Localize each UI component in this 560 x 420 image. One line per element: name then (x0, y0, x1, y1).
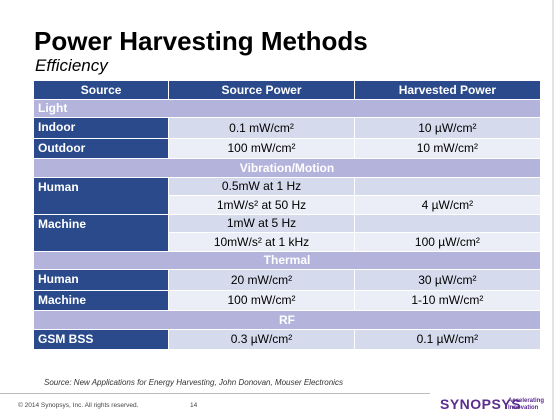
source-power: 0.3 µW/cm² (168, 328, 355, 350)
section-label: Thermal (33, 250, 541, 270)
source-cell: Indoor (32, 117, 170, 139)
source-power: 1mW at 5 Hz (168, 213, 355, 233)
source-cell: Human (32, 269, 170, 291)
column-header: Harvested Power (353, 80, 542, 100)
page-number: 14 (190, 402, 198, 409)
source-power: 0.1 mW/cm² (168, 117, 355, 139)
data-row: Indoor 0.1 mW/cm² 10 µW/cm² (32, 117, 542, 139)
section-row: Thermal (33, 250, 541, 270)
column-header: Source Power (168, 80, 355, 100)
source-cell: Human (32, 176, 170, 215)
source-power: 10mW/s² at 1 kHz (168, 232, 355, 252)
logo: SYNOPSYS (440, 396, 522, 412)
harvested-power: 100 µW/cm² (353, 232, 542, 252)
harvested-power: 4 µW/cm² (353, 195, 542, 215)
column-header: Source (32, 80, 170, 100)
table: Source Source Power Harvested Power Light In… (32, 80, 542, 350)
section-row: RF (33, 310, 541, 330)
source-power: 100 mW/cm² (168, 289, 355, 311)
harvested-power (353, 213, 542, 233)
source-power: 0.5mW at 1 Hz (168, 176, 355, 196)
harvested-power: 0.1 µW/cm² (353, 328, 542, 350)
section-row: Light (33, 98, 541, 118)
data-row: Outdoor 100 mW/cm² 10 mW/cm² (32, 137, 542, 159)
section-row: Vibration/Motion (33, 158, 541, 178)
source-cell: Machine (32, 213, 170, 252)
section-label: Light (33, 98, 541, 118)
tagline-line: Innovation (508, 405, 539, 411)
source-power: 20 mW/cm² (168, 269, 355, 291)
harvested-power: 10 mW/cm² (353, 137, 542, 159)
harvested-power: 30 µW/cm² (353, 269, 542, 291)
harvested-power: 10 µW/cm² (353, 117, 542, 139)
data-row: Human 0.5mW at 1 Hz (32, 176, 542, 215)
data-row: 1mW/s² at 50 Hz 4 µW/cm² (34, 195, 542, 215)
data-row: Machine 1mW at 5 Hz (32, 213, 542, 252)
subtitle: Efficiency (35, 56, 108, 75)
source-cell: GSM BSS (32, 328, 170, 350)
header-row: Source Source Power Harvested Power (32, 80, 542, 100)
data-row: Machine 100 mW/cm² 1-10 mW/cm² (32, 289, 542, 311)
data-row: GSM BSS 0.3 µW/cm² 0.1 µW/cm² (32, 328, 542, 350)
harvested-power: 1-10 mW/cm² (353, 289, 542, 311)
data-row: Human 20 mW/cm² 30 µW/cm² (32, 269, 542, 291)
title: Power Harvesting Methods (34, 26, 368, 56)
harvested-power (353, 176, 542, 196)
source-note: Source: New Applications for Energy Harv… (44, 378, 343, 387)
tagline-line: Accelerating (508, 398, 545, 404)
source-cell: Outdoor (32, 137, 170, 159)
section-label: RF (33, 310, 541, 330)
source-power: 1mW/s² at 50 Hz (168, 195, 355, 215)
source-power: 100 mW/cm² (168, 137, 355, 159)
tagline: Accelerating Innovation (508, 398, 544, 412)
edge (552, 0, 554, 420)
rule (0, 393, 430, 394)
source-cell: Machine (32, 289, 170, 311)
data-row: 10mW/s² at 1 kHz 100 µW/cm² (34, 232, 542, 252)
section-label: Vibration/Motion (33, 158, 541, 178)
copyright: © 2014 Synopsys, Inc. All rights reserve… (18, 402, 139, 409)
